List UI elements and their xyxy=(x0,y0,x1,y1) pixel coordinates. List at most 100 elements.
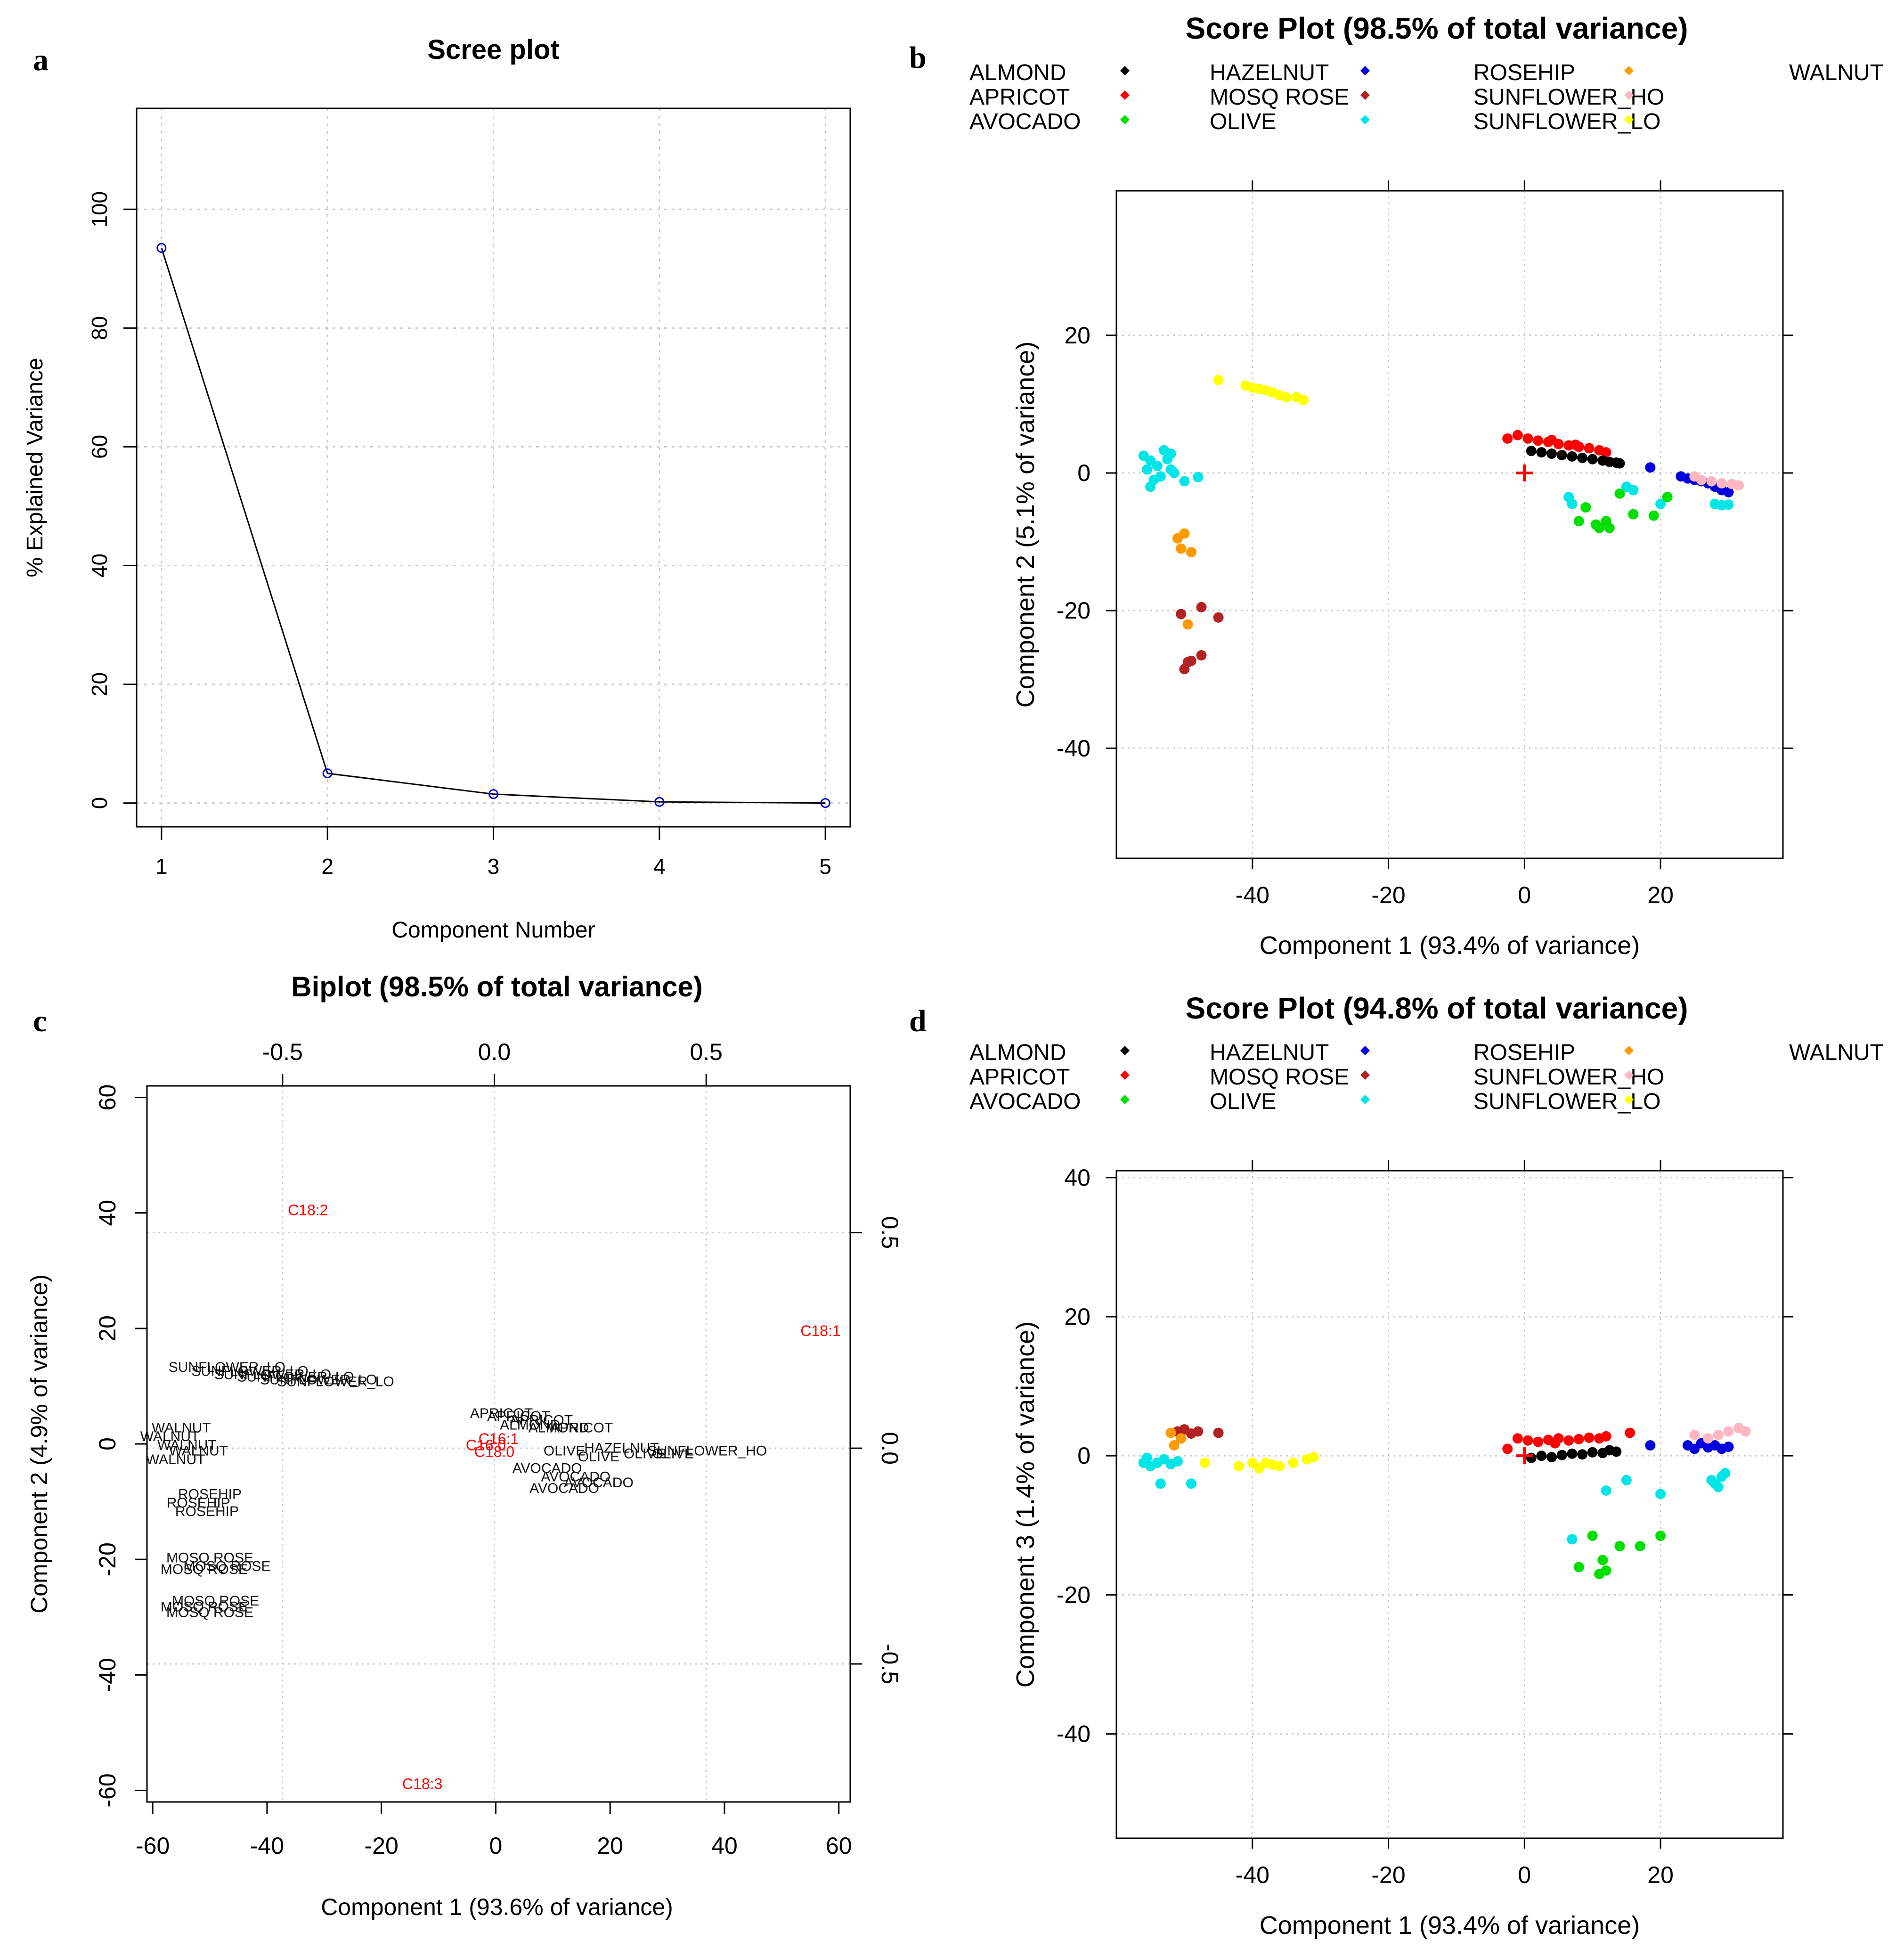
legend-marker xyxy=(1624,1046,1634,1055)
loading-label: C16:0 xyxy=(466,1437,506,1454)
data-point xyxy=(488,789,498,799)
data-point xyxy=(1512,430,1523,440)
x-tick-label: -20 xyxy=(1371,1862,1405,1888)
data-point xyxy=(1723,499,1734,510)
y-axis-label: Component 2 (4.9% of variance) xyxy=(26,1274,52,1614)
x-tick-label: 0 xyxy=(1518,1862,1531,1888)
data-point xyxy=(1502,1443,1513,1454)
x-tick-label: 0 xyxy=(1518,882,1531,908)
y-tick-label: -40 xyxy=(94,1658,121,1692)
legend-label: SUNFLOWER_LO xyxy=(1473,1089,1660,1114)
score-plot-pc1-pc2-chart: Score Plot (98.5% of total variance) ALMO… xyxy=(969,11,1884,960)
score-plot-pc1-pc3-chart: Score Plot (94.8% of total variance) ALMO… xyxy=(969,991,1884,1940)
data-point xyxy=(1580,502,1591,513)
data-point xyxy=(1165,448,1176,459)
data-point xyxy=(1533,435,1544,446)
x-tick-label: 20 xyxy=(1647,1862,1674,1888)
legend-label: OLIVE xyxy=(1210,109,1276,134)
observation-label: MOSQ ROSE xyxy=(161,1562,248,1577)
data-point xyxy=(1740,1426,1751,1437)
loading-label: C18:1 xyxy=(800,1322,840,1339)
x-tick-label: -40 xyxy=(250,1833,284,1859)
data-point xyxy=(1533,1436,1544,1447)
top-tick-label: -0.5 xyxy=(262,1039,303,1065)
panel-label-a: a xyxy=(33,43,49,77)
x-tick-label: 1 xyxy=(155,854,168,879)
observation-label: SUNFLOWER_LO xyxy=(277,1374,394,1389)
x-tick-label: -20 xyxy=(365,1833,399,1859)
data-point xyxy=(1298,395,1309,406)
data-point xyxy=(1536,1451,1547,1461)
data-point xyxy=(1152,461,1163,472)
data-point xyxy=(156,243,167,253)
plot-frame xyxy=(1115,190,1784,859)
data-point xyxy=(1567,498,1578,509)
plot-frame xyxy=(136,107,851,828)
y-axis-label: % Explained Variance xyxy=(23,358,48,577)
data-point xyxy=(1526,446,1537,456)
observation-label: MOSQ ROSE xyxy=(166,1605,253,1621)
data-point xyxy=(1179,528,1190,539)
legend-label: HAZELNUT xyxy=(1210,1040,1329,1065)
y-tick-label: 0 xyxy=(1077,1443,1090,1469)
y-tick-label: 0 xyxy=(94,1437,121,1451)
data-point xyxy=(1176,1433,1187,1444)
data-point xyxy=(1577,1449,1588,1460)
data-point xyxy=(1145,481,1156,492)
legend-label: MOSQ ROSE xyxy=(1210,1065,1349,1090)
data-point xyxy=(1689,1429,1700,1440)
legend-label: HAZELNUT xyxy=(1210,60,1329,85)
observation-label: APRICOT xyxy=(510,1413,573,1428)
observation-label: WALNUT xyxy=(157,1437,217,1453)
observation-label: WALNUT xyxy=(169,1443,228,1459)
legend-marker xyxy=(1624,1070,1634,1080)
top-tick-label: 0.0 xyxy=(478,1039,511,1065)
y-axis-label: Component 3 (1.4% of variance) xyxy=(1011,1321,1040,1687)
data-point xyxy=(1186,1478,1196,1489)
data-point xyxy=(1645,462,1656,473)
data-point xyxy=(1176,609,1187,619)
data-point xyxy=(1556,1450,1567,1460)
legend-label: MOSQ ROSE xyxy=(1210,85,1349,110)
legend-label: APRICOT xyxy=(969,85,1070,110)
x-tick-label: 40 xyxy=(711,1833,738,1859)
observation-label: OLIVE xyxy=(624,1446,665,1462)
data-point xyxy=(1723,1426,1734,1437)
data-point xyxy=(1213,375,1224,385)
observation-label: OLIVE xyxy=(544,1443,585,1459)
x-tick-label: -60 xyxy=(136,1833,170,1859)
legend-marker xyxy=(1624,90,1634,100)
observation-label: ROSEHIP xyxy=(178,1486,242,1502)
chart-title: Score Plot (98.5% of total variance) xyxy=(1186,11,1688,45)
data-point xyxy=(654,797,665,807)
legend-marker xyxy=(1624,66,1634,75)
data-point xyxy=(1713,1429,1724,1440)
data-point xyxy=(1573,516,1584,527)
data-point xyxy=(1601,447,1611,458)
x-tick-label: 0 xyxy=(489,1833,503,1859)
observation-label: AVOCADO xyxy=(564,1475,634,1491)
data-point xyxy=(1186,546,1196,557)
data-point xyxy=(1733,480,1744,491)
observation-label: WALNUT xyxy=(140,1429,200,1444)
x-tick-label: 5 xyxy=(819,854,831,879)
data-point xyxy=(1567,451,1578,462)
data-point xyxy=(1706,1475,1717,1485)
legend-label: SUNFLOWER_LO xyxy=(1473,109,1660,134)
legend-marker xyxy=(1360,115,1370,124)
y-tick-label: 100 xyxy=(87,191,112,228)
observation-label: SUNFLOWER_HO xyxy=(648,1443,767,1459)
data-point xyxy=(1567,1448,1578,1459)
data-point xyxy=(1587,1530,1598,1541)
observation-label: SUNFLOWER_LO xyxy=(191,1363,308,1379)
y-tick-label: -40 xyxy=(1057,1721,1090,1747)
data-point xyxy=(1601,1485,1611,1496)
data-point xyxy=(1546,448,1557,459)
series-line xyxy=(161,247,826,804)
data-point xyxy=(1550,1438,1561,1449)
data-point xyxy=(1536,447,1547,458)
observation-label: SUNFLOWER_LO xyxy=(260,1372,377,1388)
right-tick-label: 0.0 xyxy=(877,1432,903,1465)
data-point xyxy=(322,768,333,779)
loading-label: C18:2 xyxy=(288,1202,328,1219)
